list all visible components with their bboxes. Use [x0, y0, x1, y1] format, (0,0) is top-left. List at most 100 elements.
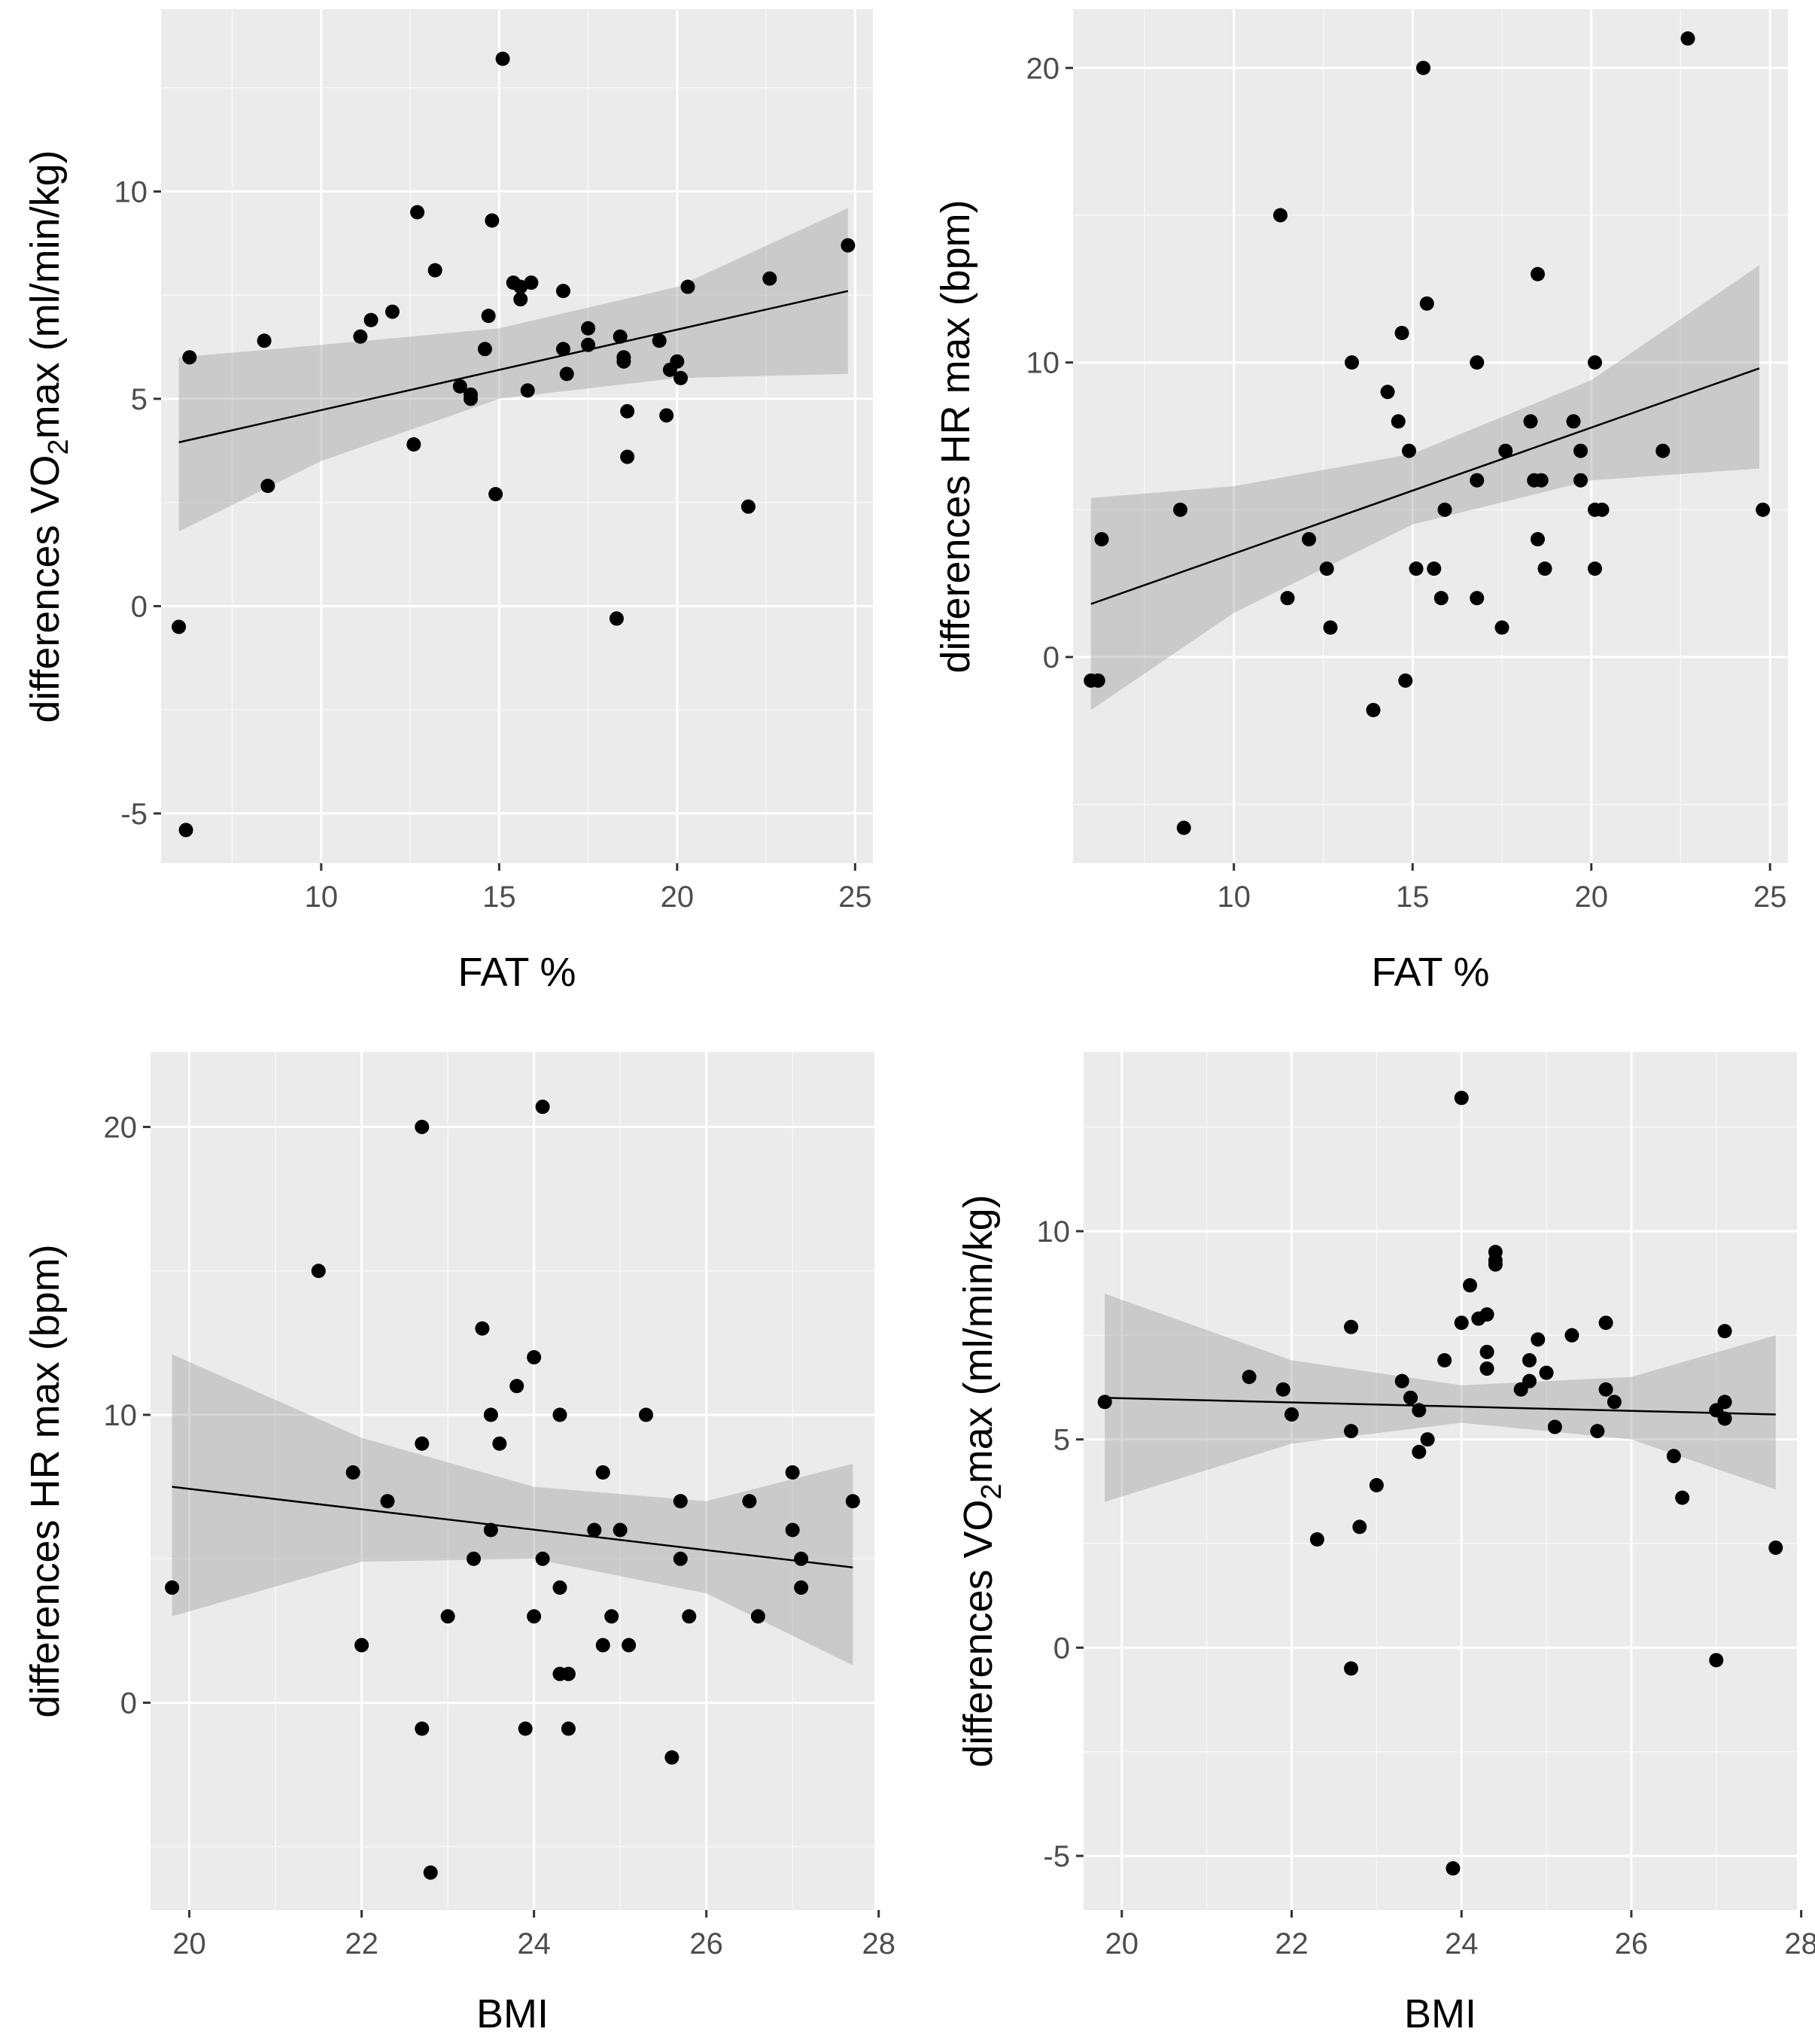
- data-point: [555, 284, 570, 299]
- data-point: [794, 1580, 809, 1595]
- data-point: [1522, 1353, 1537, 1368]
- data-point: [380, 1494, 395, 1509]
- data-point: [1302, 531, 1316, 546]
- chart-fat-hr: 10 15 20 25 0 10 20 FAT % differences HR max (…: [908, 0, 1815, 1022]
- data-point: [1273, 208, 1288, 223]
- data-point: [841, 238, 856, 253]
- confidence-band-layer: [1105, 1293, 1776, 1502]
- y-tick-label: 20: [104, 1111, 138, 1144]
- x-tick-label: 20: [1575, 881, 1609, 914]
- data-point: [1607, 1395, 1622, 1410]
- x-tick-label: 28: [1784, 1927, 1815, 1960]
- data-point: [520, 383, 535, 398]
- data-point: [415, 1721, 430, 1736]
- data-point: [427, 263, 442, 278]
- y-tick-label: 0: [120, 1687, 137, 1720]
- data-point: [527, 1350, 542, 1365]
- data-point: [1534, 473, 1549, 488]
- data-point: [1391, 414, 1406, 429]
- data-point: [639, 1407, 654, 1422]
- data-point: [1344, 1661, 1358, 1676]
- data-point: [483, 1522, 498, 1538]
- data-point: [488, 487, 503, 502]
- confidence-band-layer: [1090, 265, 1759, 710]
- data-point: [561, 1666, 576, 1681]
- data-point: [1588, 355, 1602, 370]
- data-point: [182, 350, 197, 365]
- y-tick-label: -5: [1043, 1840, 1070, 1873]
- data-point: [794, 1551, 809, 1566]
- data-point: [1437, 1353, 1452, 1368]
- chart-fat-vo2: 10 15 20 25 -5 0 5 10 FAT % differences VO2max …: [0, 0, 908, 1022]
- y-axis-title-suffix: max (ml/min/kg): [956, 1194, 1001, 1483]
- x-tick-label: 20: [172, 1927, 206, 1960]
- data-point: [1173, 502, 1187, 517]
- data-point: [1437, 502, 1452, 517]
- data-point: [1479, 1307, 1494, 1322]
- data-point: [440, 1609, 455, 1624]
- y-axis-title-suffix: max (ml/min/kg): [23, 150, 68, 439]
- fit-line-layer: [1090, 367, 1760, 605]
- fit-line-layer: [178, 290, 849, 443]
- data-point: [1595, 502, 1610, 517]
- data-point: [1680, 31, 1695, 46]
- data-point: [178, 823, 193, 838]
- chart-bmi-vo2-svg: 20 22 24 26 28 -5 0 5 10 BMI differences VO2max …: [956, 1052, 1815, 2036]
- y-axis-title: differences VO2max (ml/min/kg): [956, 1194, 1008, 1767]
- regression-line: [178, 290, 849, 443]
- data-point: [354, 1638, 369, 1653]
- data-point: [1531, 1332, 1546, 1347]
- data-point: [172, 619, 187, 634]
- data-point: [524, 275, 539, 290]
- data-point: [1573, 443, 1588, 458]
- data-point: [385, 304, 400, 319]
- data-point: [1539, 1365, 1554, 1380]
- data-point: [587, 1522, 602, 1538]
- data-point: [1531, 531, 1545, 546]
- plot-background: [161, 9, 873, 863]
- data-point: [535, 1100, 550, 1115]
- data-point: [622, 1638, 637, 1653]
- data-point: [673, 1494, 688, 1509]
- x-tick-label: 22: [345, 1927, 379, 1960]
- x-axis-title: FAT %: [1371, 950, 1489, 995]
- data-point: [1573, 473, 1588, 488]
- data-point: [742, 1494, 757, 1509]
- y-tick-label: 10: [1026, 347, 1060, 380]
- data-point: [1394, 326, 1409, 341]
- data-point: [740, 499, 755, 514]
- x-tick-label: 26: [1615, 1927, 1649, 1960]
- y-tick-label: 5: [131, 383, 147, 416]
- y-axis-title: differences VO2max (ml/min/kg): [23, 150, 74, 722]
- data-point: [1717, 1324, 1732, 1339]
- x-tick-label: 24: [517, 1927, 551, 1960]
- x-axis-title: BMI: [1404, 1991, 1476, 2036]
- data-point: [673, 1551, 688, 1566]
- data-point: [620, 403, 635, 418]
- data-point: [609, 611, 624, 626]
- y-tick-label: 10: [1037, 1215, 1071, 1249]
- data-point: [1419, 296, 1434, 311]
- data-point: [513, 292, 528, 307]
- data-point: [257, 333, 272, 348]
- data-point: [483, 1407, 498, 1422]
- data-point: [1756, 502, 1771, 517]
- data-point: [1176, 820, 1191, 835]
- data-point: [415, 1436, 430, 1451]
- data-point: [1488, 1245, 1503, 1260]
- data-point: [1655, 443, 1671, 458]
- data-point: [1366, 702, 1381, 717]
- points: [165, 1100, 860, 1880]
- data-point: [1717, 1411, 1732, 1426]
- data-point: [659, 408, 674, 423]
- data-point: [1479, 1344, 1494, 1359]
- axis-ticks: 10 15 20 25 0 10 20: [1026, 52, 1787, 914]
- y-axis-title: differences HR max (bpm): [23, 1244, 68, 1717]
- data-point: [410, 205, 425, 220]
- data-point: [363, 312, 379, 327]
- y-axis-title-subscript: 2: [976, 1483, 1008, 1499]
- data-point: [1498, 443, 1513, 458]
- data-point: [1598, 1316, 1613, 1331]
- data-point: [423, 1865, 438, 1880]
- data-point: [1319, 561, 1334, 576]
